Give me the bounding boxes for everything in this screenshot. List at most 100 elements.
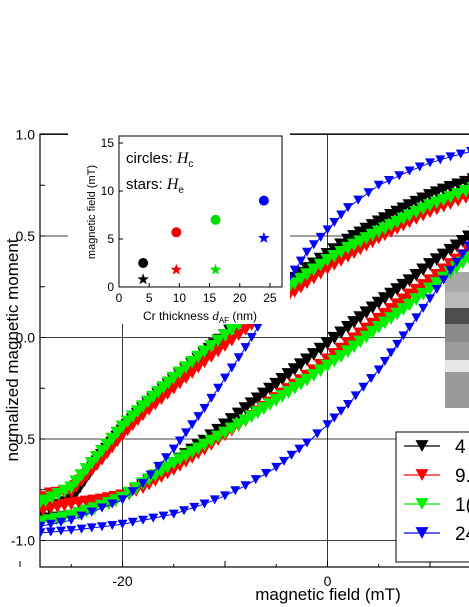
data-point bbox=[13, 512, 27, 525]
inset-chart: 0 5 10 15 20 25 0 5 10 15 magnetic field (mT) Cr th… bbox=[68, 128, 290, 325]
legend-item: 4 bbox=[404, 437, 466, 458]
data-point bbox=[107, 520, 118, 530]
inset-annotation: stars: He bbox=[126, 176, 184, 196]
data-point bbox=[218, 329, 232, 342]
data-point bbox=[76, 511, 87, 521]
data-point bbox=[394, 171, 405, 181]
data-point bbox=[320, 254, 335, 267]
legend-item: 9. bbox=[404, 466, 469, 487]
data-point bbox=[466, 181, 469, 187]
data-point bbox=[256, 387, 271, 401]
data-point bbox=[174, 436, 185, 446]
data-point bbox=[300, 353, 314, 367]
data-point bbox=[423, 189, 437, 202]
data-point bbox=[365, 317, 380, 331]
main-tick-labels: -40-20020-1.0-0.50.00.51.0 bbox=[11, 127, 332, 590]
data-point bbox=[97, 503, 107, 513]
data-point bbox=[435, 155, 446, 165]
data-point bbox=[231, 418, 246, 432]
inset-x-tick-label: 20 bbox=[233, 291, 247, 305]
data-point bbox=[51, 488, 66, 501]
data-point bbox=[353, 327, 368, 341]
data-point bbox=[295, 256, 306, 266]
data-point bbox=[329, 217, 340, 227]
data-point bbox=[224, 422, 239, 436]
data-point bbox=[179, 506, 189, 516]
legend: 4 9. 1(24 bbox=[395, 431, 469, 563]
data-point bbox=[64, 481, 79, 495]
inset-x-axis-label: Cr thickness dAF (nm) bbox=[143, 308, 257, 325]
data-point bbox=[416, 192, 431, 206]
data-point bbox=[461, 230, 469, 244]
data-point bbox=[6, 510, 20, 523]
data-point bbox=[334, 238, 349, 252]
data-point bbox=[306, 348, 321, 361]
data-point bbox=[409, 268, 424, 282]
data-point bbox=[158, 511, 169, 521]
legend-label: 9. bbox=[455, 466, 469, 487]
data-point bbox=[396, 202, 411, 216]
y-tick-label: 0.0 bbox=[16, 330, 36, 346]
data-point bbox=[396, 212, 411, 226]
data-point bbox=[350, 391, 361, 401]
data-point bbox=[287, 363, 302, 376]
data-point bbox=[127, 487, 138, 497]
data-point bbox=[138, 479, 148, 489]
inset-y-tick-label: 0 bbox=[107, 280, 114, 294]
data-point bbox=[402, 199, 417, 212]
legend-label: 24 bbox=[455, 524, 469, 545]
data-point bbox=[425, 294, 435, 304]
data-point bbox=[13, 520, 27, 533]
data-point bbox=[193, 412, 204, 422]
inset-x-tick-label: 15 bbox=[203, 291, 217, 305]
data-point bbox=[353, 311, 368, 324]
data-point bbox=[0, 518, 5, 531]
data-point bbox=[347, 316, 362, 329]
data-point bbox=[306, 369, 321, 382]
data-point bbox=[289, 265, 300, 275]
data-point bbox=[449, 261, 464, 274]
data-point bbox=[436, 248, 451, 262]
sample-swatch bbox=[445, 324, 469, 342]
data-point bbox=[409, 195, 424, 209]
data-point bbox=[371, 312, 386, 326]
data-point bbox=[231, 407, 246, 421]
inset-y-axis-label: magnetic field (mT) bbox=[86, 165, 98, 259]
data-point bbox=[414, 162, 425, 172]
data-point bbox=[281, 368, 296, 381]
data-point bbox=[20, 509, 34, 522]
data-point bbox=[327, 250, 342, 263]
data-point bbox=[0, 509, 12, 522]
data-point bbox=[6, 508, 20, 521]
data-point bbox=[415, 498, 429, 510]
data-point bbox=[0, 527, 5, 536]
data-point bbox=[286, 450, 297, 460]
data-point bbox=[384, 208, 399, 222]
data-point bbox=[451, 257, 462, 267]
data-point bbox=[127, 517, 138, 527]
data-point bbox=[13, 510, 27, 523]
data-point bbox=[353, 335, 368, 349]
data-point bbox=[86, 523, 97, 533]
data-point bbox=[438, 275, 449, 285]
data-point bbox=[263, 382, 278, 396]
data-point bbox=[209, 495, 220, 505]
data-point bbox=[371, 225, 386, 239]
data-point bbox=[365, 325, 380, 339]
data-point bbox=[402, 288, 417, 302]
data-point bbox=[226, 363, 237, 373]
data-point bbox=[293, 272, 308, 286]
data-point bbox=[45, 527, 56, 537]
data-point bbox=[429, 253, 444, 266]
data-point bbox=[315, 232, 326, 242]
data-point bbox=[117, 495, 128, 505]
data-point bbox=[204, 350, 219, 363]
data-point bbox=[107, 499, 118, 509]
data-point bbox=[21, 508, 35, 521]
data-point bbox=[26, 501, 40, 514]
data-point bbox=[250, 392, 265, 406]
y-tick-label: 0.5 bbox=[16, 228, 36, 244]
data-point bbox=[411, 313, 422, 323]
legend-item: 24 bbox=[404, 524, 469, 545]
data-point bbox=[353, 195, 364, 205]
